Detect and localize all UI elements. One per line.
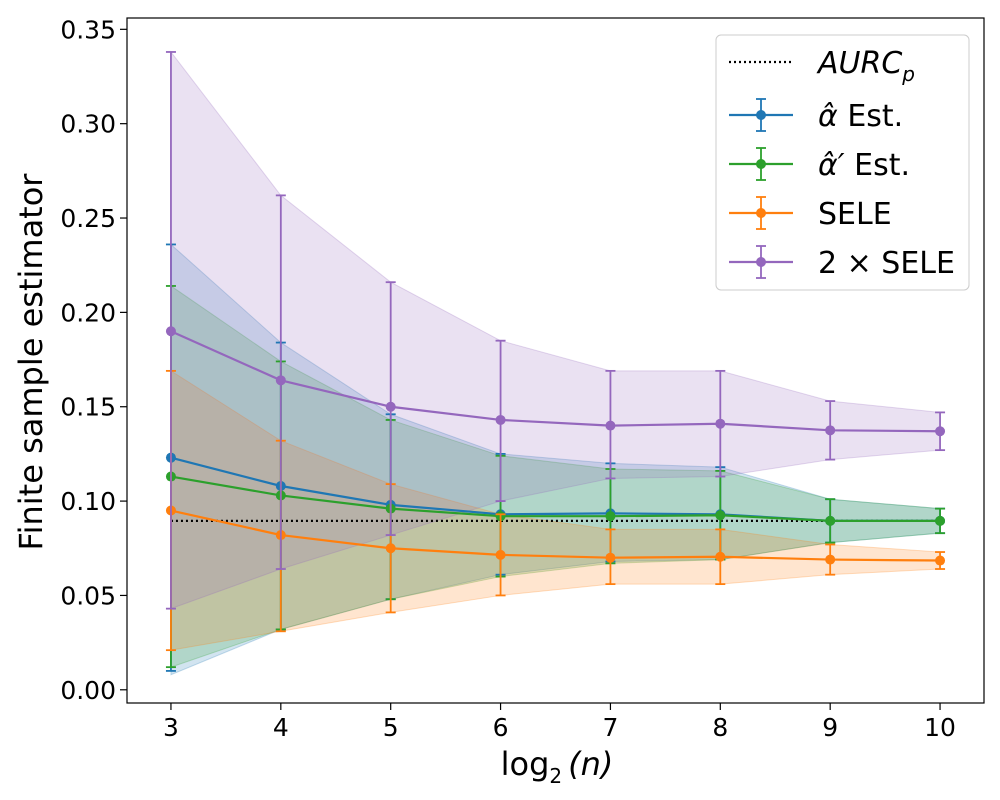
legend-label-main: α̂: [818, 99, 838, 134]
x-axis-title-log: log: [501, 745, 550, 783]
legend-label-aurc-sub: p: [901, 62, 915, 86]
series-3: [165, 51, 946, 610]
x-axis-title-sub: 2: [549, 764, 562, 788]
x-tick-label: 6: [493, 713, 509, 742]
legend-handle-marker: [756, 257, 766, 267]
data-point: [495, 414, 506, 425]
data-point: [605, 552, 616, 563]
x-axis-title-arg: (n): [568, 745, 613, 783]
data-point: [495, 549, 506, 560]
x-tick-label: 4: [273, 713, 289, 742]
legend-label-aurc-main: AURC: [816, 46, 902, 81]
data-point: [605, 511, 616, 522]
legend-label: α̂ Est.: [818, 99, 903, 134]
legend-label-main: 2 × SELE: [818, 246, 955, 281]
series-line: [170, 330, 941, 433]
legend-label: SELE: [818, 197, 892, 232]
x-axis-ticks: 3 4 5 6 7 8 9 10: [163, 703, 956, 742]
y-axis-title: Finite sample estimator: [12, 173, 50, 551]
y-tick-label: 0.00: [60, 676, 116, 705]
data-point: [935, 515, 946, 526]
series-layer: [165, 51, 946, 672]
x-axis-title: log2 (n): [501, 745, 614, 788]
series-line: [170, 475, 941, 522]
data-point: [825, 515, 836, 526]
data-point: [605, 420, 616, 431]
data-point: [715, 551, 726, 562]
y-tick-label: 0.10: [60, 487, 116, 516]
legend-handle-marker: [756, 110, 766, 120]
plot-frame: [126, 17, 985, 704]
legend-handle-marker: [756, 159, 766, 169]
legend-label: α̂′ Est.: [818, 148, 910, 183]
x-tick-label: 8: [712, 713, 728, 742]
data-point: [165, 326, 176, 337]
data-point: [935, 555, 946, 566]
data-point: [275, 375, 286, 386]
legend-handle-marker: [756, 208, 766, 218]
data-point: [825, 554, 836, 565]
legend-label-aurc-p: AURCp: [816, 46, 915, 86]
legend-label-main: α̂′: [818, 148, 845, 183]
data-point: [935, 426, 946, 437]
data-point: [385, 401, 396, 412]
legend-frame: [715, 34, 970, 291]
y-tick-label: 0.35: [60, 15, 116, 44]
x-tick-label: 9: [822, 713, 838, 742]
data-point: [715, 510, 726, 521]
legend-label-rest: Est.: [838, 99, 903, 134]
y-tick-label: 0.25: [60, 204, 116, 233]
x-tick-label: 10: [924, 713, 956, 742]
y-tick-label: 0.15: [60, 393, 116, 422]
y-tick-label: 0.30: [60, 110, 116, 139]
data-point: [385, 543, 396, 554]
y-tick-label: 0.20: [60, 298, 116, 327]
y-tick-label: 0.05: [60, 581, 116, 610]
legend-label: 2 × SELE: [818, 246, 955, 281]
data-point: [715, 418, 726, 429]
series-line: [170, 509, 941, 562]
y-axis-ticks: 0.00 0.05 0.10 0.15 0.20 0.25 0.30 0.35: [60, 15, 127, 705]
x-tick-label: 5: [383, 713, 399, 742]
x-tick-label: 3: [163, 713, 179, 742]
x-tick-label: 7: [602, 713, 618, 742]
legend-label-main: SELE: [818, 197, 892, 232]
data-point: [825, 425, 836, 436]
legend-label-rest: Est.: [845, 148, 910, 183]
